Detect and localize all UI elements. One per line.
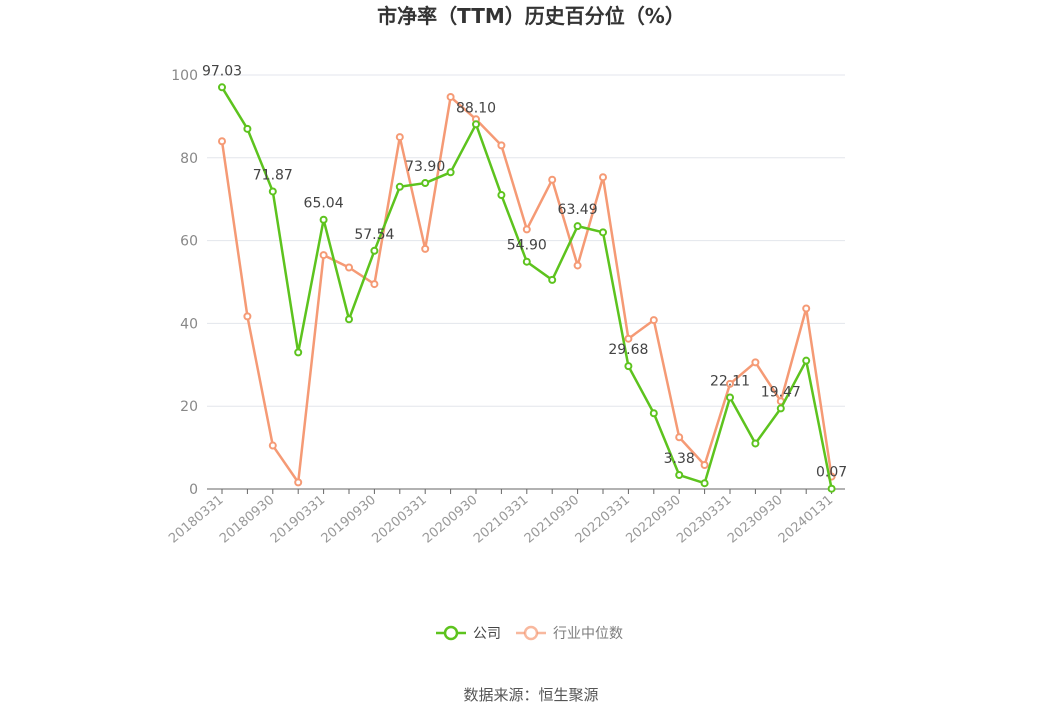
legend-item-company[interactable]: 公司 xyxy=(436,625,501,642)
x-tick-label: 20230930 xyxy=(725,493,785,547)
industry-point[interactable] xyxy=(599,173,607,182)
industry-point[interactable] xyxy=(675,433,684,442)
industry-point[interactable] xyxy=(649,316,658,325)
data-label: 63.49 xyxy=(558,202,598,218)
legend-item-industry-median[interactable]: 行业中位数 xyxy=(516,625,623,642)
company-point[interactable] xyxy=(522,257,531,266)
x-tick-label: 20230331 xyxy=(674,493,734,547)
x-tick-label: 20220930 xyxy=(623,493,683,547)
industry-point[interactable] xyxy=(319,251,328,260)
company-point[interactable] xyxy=(395,182,404,191)
x-tick-label: 20210331 xyxy=(471,493,531,547)
x-tick-label: 20180331 xyxy=(166,493,226,547)
legend-company-marker-icon xyxy=(443,625,459,641)
industry-point[interactable] xyxy=(421,244,430,253)
data-label-layer: 97.03 71.87 65.04 57.54 73.90 88.10 54.90 63.49… xyxy=(202,63,847,480)
industry-point[interactable] xyxy=(446,92,455,101)
x-tick-label: 20180930 xyxy=(217,493,277,547)
data-label: 3.38 xyxy=(664,451,695,467)
company-series-line xyxy=(220,86,833,489)
company-point[interactable] xyxy=(268,187,277,196)
industry-point[interactable] xyxy=(218,137,226,146)
data-label: 19.47 xyxy=(761,384,801,400)
data-source: 数据来源：恒生聚源 xyxy=(463,686,598,704)
data-label: 54.90 xyxy=(507,238,547,254)
x-tick-label: 20220331 xyxy=(573,493,633,547)
company-point[interactable] xyxy=(370,246,379,255)
legend-industry-label: 行业中位数 xyxy=(553,626,623,642)
company-point[interactable] xyxy=(573,222,582,231)
series-layer xyxy=(218,83,836,493)
company-point[interactable] xyxy=(319,215,328,224)
company-point[interactable] xyxy=(751,439,760,448)
company-point[interactable] xyxy=(827,484,836,493)
x-tick-label: 20190930 xyxy=(319,493,379,547)
industry-point[interactable] xyxy=(700,460,709,469)
industry-point[interactable] xyxy=(522,225,531,234)
industry-point[interactable] xyxy=(370,280,379,289)
industry-point[interactable] xyxy=(497,141,506,150)
industry-point[interactable] xyxy=(395,133,404,142)
company-point[interactable] xyxy=(675,471,684,480)
industry-point[interactable] xyxy=(294,478,303,487)
y-tick-label: 20 xyxy=(180,399,198,415)
company-point[interactable] xyxy=(243,124,252,133)
company-point[interactable] xyxy=(218,83,226,92)
industry-series-line xyxy=(220,95,833,484)
x-tick-label: 20200930 xyxy=(420,493,480,547)
axis-layer: 0 20 40 60 80 100 2018033120180930201903312019… xyxy=(166,68,845,547)
industry-point[interactable] xyxy=(573,261,582,270)
industry-point[interactable] xyxy=(345,263,353,272)
y-tick-label: 100 xyxy=(171,68,198,84)
x-tick-label: 20190331 xyxy=(268,493,328,547)
legend-company-label: 公司 xyxy=(473,626,501,642)
data-label: 29.68 xyxy=(608,342,648,358)
company-point[interactable] xyxy=(421,179,430,188)
company-point[interactable] xyxy=(700,479,709,488)
company-point[interactable] xyxy=(548,275,557,284)
y-tick-label: 0 xyxy=(189,482,198,498)
company-point[interactable] xyxy=(726,393,734,402)
x-tick-label: 20210930 xyxy=(522,493,582,547)
data-label: 65.04 xyxy=(304,196,344,212)
company-point[interactable] xyxy=(497,191,506,200)
chart-title: 市净率（TTM）历史百分位（%） xyxy=(377,4,685,28)
company-point[interactable] xyxy=(446,168,455,177)
industry-point[interactable] xyxy=(624,334,633,343)
data-label: 73.90 xyxy=(405,159,445,175)
x-tick-label: 20240131 xyxy=(776,493,836,547)
data-label: 97.03 xyxy=(202,63,242,79)
data-label: 57.54 xyxy=(354,227,394,243)
company-point[interactable] xyxy=(345,315,353,324)
company-point[interactable] xyxy=(624,362,633,371)
data-label: 22.11 xyxy=(710,373,750,389)
company-point[interactable] xyxy=(776,404,785,413)
industry-point[interactable] xyxy=(268,441,277,450)
data-label: 0.07 xyxy=(816,465,847,481)
company-point[interactable] xyxy=(472,120,480,129)
legend-industry-marker-icon xyxy=(523,625,539,641)
company-point[interactable] xyxy=(294,348,303,357)
industry-point[interactable] xyxy=(726,379,734,388)
x-tick-label: 20200331 xyxy=(369,493,429,547)
industry-point[interactable] xyxy=(751,358,760,367)
y-tick-label: 80 xyxy=(180,151,198,167)
y-tick-label: 60 xyxy=(180,234,198,250)
data-label: 71.87 xyxy=(253,167,293,183)
industry-point[interactable] xyxy=(243,312,252,321)
industry-point[interactable] xyxy=(802,304,811,313)
y-tick-label: 40 xyxy=(180,316,198,332)
industry-point[interactable] xyxy=(548,175,557,184)
data-label: 88.10 xyxy=(456,100,496,116)
company-point[interactable] xyxy=(649,409,658,418)
company-point[interactable] xyxy=(802,356,811,365)
legend: 公司 行业中位数 xyxy=(436,625,623,642)
grid-layer xyxy=(207,74,845,407)
company-point[interactable] xyxy=(599,228,607,237)
